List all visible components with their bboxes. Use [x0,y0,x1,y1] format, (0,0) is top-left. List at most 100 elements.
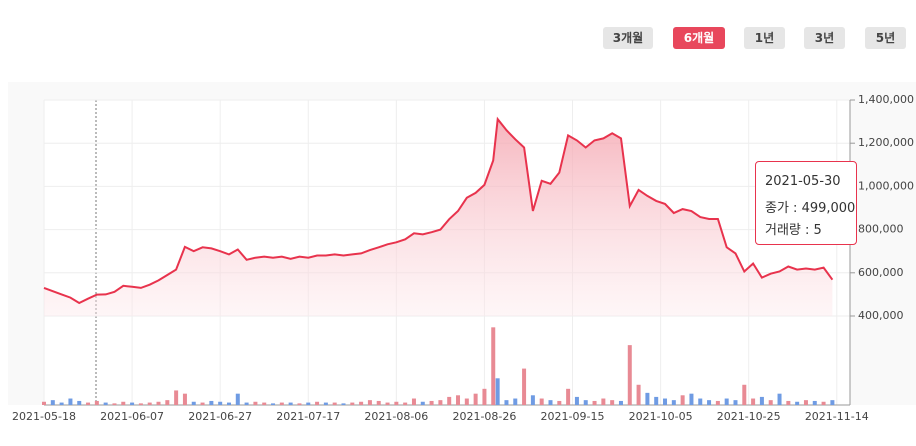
x-tick-label: 2021-10-25 [717,410,781,423]
volume-bar [438,400,443,405]
volume-bar [350,402,355,405]
volume-bar [94,400,99,405]
volume-bar [786,400,791,405]
volume-bar [77,400,82,405]
volume-bar [306,402,311,405]
volume-bar [464,398,469,405]
volume-bar [429,400,434,405]
volume-bar [636,384,641,405]
volume-bar [733,400,738,405]
volume-bar [50,400,55,405]
volume-bar [59,402,64,405]
volume-bar [174,390,179,405]
volume-bar [698,398,703,405]
volume-bar [456,395,461,405]
period-button[interactable]: 6개월 [673,27,725,49]
volume-bar [601,398,606,405]
period-button[interactable]: 5년 [865,27,906,49]
volume-bar [86,402,91,405]
volume-bar [645,392,650,405]
volume-bar [812,400,817,405]
volume-bar [795,401,800,405]
x-tick-label: 2021-05-18 [12,410,76,423]
x-tick-label: 2021-08-26 [452,410,516,423]
volume-bar [288,402,293,405]
volume-bar [218,401,223,405]
volume-bar [522,368,527,405]
volume-bar [138,403,143,405]
volume-bar [557,400,562,405]
volume-bar [530,395,535,405]
y-tick-label: 1,000,000 [858,179,914,192]
volume-bar [513,398,518,405]
volume-bar [539,398,544,405]
x-tick-label: 2021-08-06 [364,410,428,423]
volume-bar [777,393,782,405]
volume-bar [548,400,553,405]
volume-bar [473,393,478,405]
x-tick-label: 2021-06-07 [100,410,164,423]
volume-bar [209,400,214,405]
volume-bar [367,400,372,405]
volume-bar [359,401,364,405]
y-tick-label: 800,000 [858,223,904,236]
volume-bar [574,396,579,405]
volume-bar [491,327,496,405]
volume-bar [583,400,588,405]
volume-bar [200,402,205,405]
volume-bar [504,400,509,405]
volume-bar [156,401,161,405]
volume-bar [680,395,685,405]
x-tick-label: 2021-10-05 [629,410,693,423]
tooltip-volume: 거래량 : 5 [765,223,822,238]
volume-bar [165,400,170,405]
volume-bar [244,402,249,405]
volume-bar [759,396,764,405]
volume-bar [447,396,452,405]
volume-bar [610,400,615,405]
volume-bar [297,403,302,405]
volume-bar [182,393,187,405]
volume-bar [147,402,152,405]
period-button[interactable]: 1년 [744,27,785,49]
volume-bar [68,398,73,405]
volume-bar [226,402,231,405]
volume-bar [566,388,571,405]
volume-bar [253,401,258,405]
volume-bar [385,402,390,405]
y-tick-label: 600,000 [858,266,904,279]
volume-bar [271,403,276,405]
volume-bar [482,388,487,405]
volume-bar [618,400,623,405]
volume-bar [654,396,659,405]
volume-bar [724,398,729,405]
tooltip: 2021-05-30 종가 : 499,000 거래량 : 5 [755,161,857,245]
volume-bar [262,402,267,405]
volume-bar [315,401,320,405]
x-tick-label: 2021-06-27 [188,410,252,423]
volume-bar [394,401,399,405]
price-area [44,119,833,316]
volume-bar [627,345,632,405]
y-tick-label: 1,200,000 [858,136,914,149]
volume-bar [411,398,416,405]
volume-bar [130,402,135,405]
volume-bar [742,384,747,405]
volume-bar [376,400,381,405]
volume-bar [112,403,117,405]
volume-bar [279,402,284,405]
period-button[interactable]: 3년 [804,27,845,49]
tooltip-date: 2021-05-30 [765,174,841,189]
y-tick-label: 1,400,000 [858,93,914,106]
volume-bar [495,378,500,405]
price-line [43,116,834,305]
volume-bar [751,398,756,405]
volume-bar [768,400,773,405]
x-tick-label: 2021-11-14 [805,410,869,423]
period-button[interactable]: 3개월 [603,27,653,49]
volume-bar [707,400,712,405]
volume-bar [803,400,808,405]
volume-bar [42,401,46,405]
